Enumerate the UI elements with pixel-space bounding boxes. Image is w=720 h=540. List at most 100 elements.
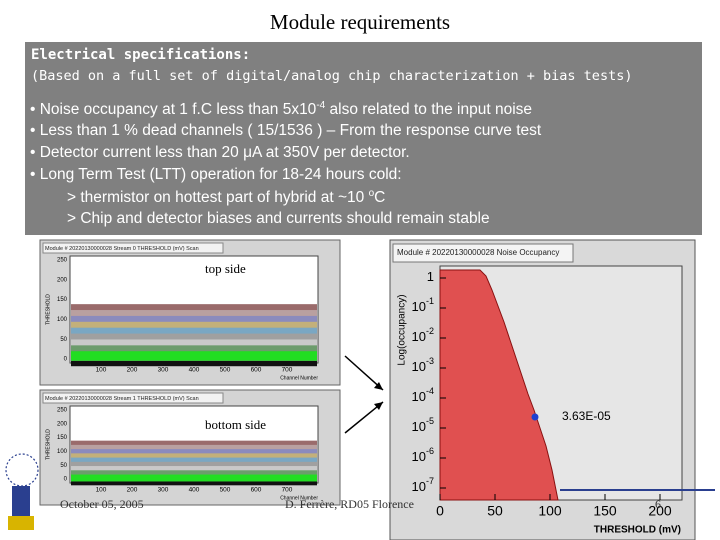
scan-x-tick-label: 700 <box>282 367 293 374</box>
scan-x-tick-label: 600 <box>251 367 262 374</box>
scan-title-box <box>42 392 224 404</box>
scan-caption: top side <box>205 261 246 276</box>
scan-plots: Module # 20220130000028 Stream 0 THRESHO… <box>39 239 341 506</box>
scan-band <box>71 453 317 458</box>
noise-y-tick-label: 10-4 <box>412 386 434 404</box>
scan-plot: Module # 20220130000028 Stream 1 THRESHO… <box>39 389 341 506</box>
noise-y-tick-label: 10-6 <box>412 446 434 464</box>
tick-base: 10 <box>412 359 426 374</box>
noise-y-tick-label: 1 <box>427 269 434 284</box>
scan-band <box>71 481 317 486</box>
bullet: • Detector current less than 20 μA at 35… <box>30 144 410 161</box>
noise-ticks: 110-110-210-310-410-510-610-70 50 100 150 20… <box>412 269 672 518</box>
noise-marker <box>531 413 539 421</box>
scan-title: Module # 20220130000028 Stream 0 THRESHO… <box>45 246 199 252</box>
noise-x-tick-label: 150 <box>593 503 617 519</box>
scan-band <box>71 466 317 471</box>
scan-band <box>71 444 317 450</box>
scan-y-tick-label: 50 <box>60 463 67 469</box>
scan-band <box>71 360 317 367</box>
scan-y-tick-label: 50 <box>60 337 67 343</box>
spec-note: (Based on a full set of digital/analog c… <box>31 68 633 84</box>
footer-page: 6 <box>655 497 661 511</box>
scan-y-tick-label: 0 <box>64 357 68 363</box>
tick-base: 10 <box>412 419 426 434</box>
noise-curve <box>439 269 559 501</box>
scan-y-tick-label: 100 <box>57 449 68 455</box>
noise-title: Module # 20220130000028 Noise Occupancy <box>397 248 559 257</box>
bullet-text: Detector current less than 20 <box>39 144 244 161</box>
scan-y-tick-label: 100 <box>57 317 68 323</box>
noise-y-label: Log(occupancy) <box>397 294 408 365</box>
tick-base: 10 <box>412 449 426 464</box>
sub-tail: C <box>374 189 386 207</box>
sub-text: > Chip and detector biases and currents … <box>67 210 490 227</box>
scan-title-box <box>42 242 224 254</box>
noise-x-tick-label: 0 <box>436 503 444 519</box>
bullet-text: Noise occupancy at 1 f.C less than 5x10 <box>39 101 317 119</box>
scan-y-tick-label: 250 <box>57 258 68 264</box>
noise-x-label: THRESHOLD (mV) <box>594 525 681 536</box>
arrow <box>344 355 384 391</box>
scan-y-tick-label: 200 <box>57 277 68 283</box>
sub-item: > Chip and detector biases and currents … <box>67 210 490 228</box>
scan-x-tick-label: 200 <box>127 367 138 374</box>
scan-x-tick-label: 100 <box>96 487 107 494</box>
slide-title: Module requirements <box>269 10 451 34</box>
spec-box: Electrical specifications: (Based on a f… <box>25 42 702 235</box>
noise-marker-label: 3.63E-05 <box>562 409 611 423</box>
bullet-text: Less than 1 % dead channels ( 15/1536 ) … <box>39 122 542 139</box>
scan-y-label: THRESHOLD <box>45 429 51 460</box>
scan-x-label: Channel Number <box>280 495 318 501</box>
tick-exp: -6 <box>426 446 434 456</box>
scan-band <box>71 345 317 352</box>
sub-text: > thermistor on hottest part of hybrid a… <box>67 189 369 207</box>
scan-y-tick-label: 250 <box>57 408 68 414</box>
noise-x-tick-label: 100 <box>538 503 562 519</box>
bullet-sup: -4 <box>316 100 326 111</box>
tick-exp: -4 <box>426 386 434 396</box>
scan-x-tick-label: 200 <box>127 487 138 494</box>
tick-base: 1 <box>427 269 434 284</box>
tick-exp: -7 <box>426 476 434 486</box>
scan-y-tick-label: 150 <box>57 435 68 441</box>
sub-item: > thermistor on hottest part of hybrid a… <box>67 188 385 207</box>
bullet: • Noise occupancy at 1 f.C less than 5x1… <box>30 100 533 119</box>
scan-x-label: Channel Number <box>280 375 318 381</box>
scan-band <box>71 470 317 475</box>
scan-x-tick-label: 300 <box>158 487 169 494</box>
scan-y-tick-label: 0 <box>64 477 68 483</box>
scan-band <box>71 321 317 329</box>
arrow-head <box>374 402 383 410</box>
scan-plot: Module # 20220130000028 Stream 0 THRESHO… <box>39 239 341 386</box>
scan-band <box>71 461 317 467</box>
bullet-text: Long Term Test (LTT) operation for 18-24… <box>39 166 402 183</box>
tick-exp: -1 <box>426 296 434 306</box>
noise-y-tick-label: 10-3 <box>412 356 434 374</box>
scan-y-tick-label: 150 <box>57 297 68 303</box>
scan-title: Module # 20220130000028 Stream 1 THRESHO… <box>45 396 199 402</box>
spec-heading: Electrical specifications: <box>31 47 251 63</box>
scan-band <box>71 304 317 311</box>
scan-x-tick-label: 700 <box>282 487 293 494</box>
logo <box>5 453 39 530</box>
footer-author: D. Ferrère, RD05 Florence <box>285 497 414 511</box>
tick-exp: -3 <box>426 356 434 366</box>
scan-band <box>71 333 317 340</box>
noise-y-tick-label: 10-1 <box>412 296 434 314</box>
tick-base: 10 <box>412 329 426 344</box>
noise-y-tick-label: 10-7 <box>412 476 434 494</box>
tick-base: 10 <box>412 389 426 404</box>
bullet-unit: μA <box>243 144 262 161</box>
scan-x-tick-label: 500 <box>220 487 231 494</box>
bullet: • Long Term Test (LTT) operation for 18-… <box>30 166 402 183</box>
scan-caption: bottom side <box>205 417 266 432</box>
tick-exp: -5 <box>426 416 434 426</box>
noise-y-tick-label: 10-5 <box>412 416 434 434</box>
tick-exp: -2 <box>426 326 434 336</box>
scan-band <box>71 310 317 317</box>
scan-band <box>71 457 317 463</box>
scan-band <box>71 327 317 335</box>
noise-x-tick-label: 50 <box>487 503 503 519</box>
